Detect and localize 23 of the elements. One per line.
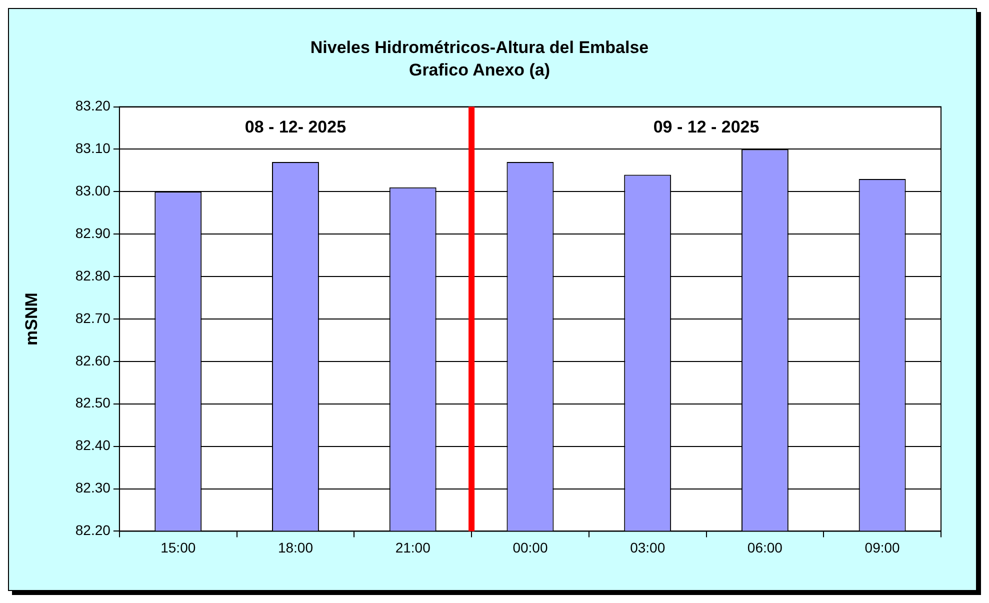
- y-axis-title: mSNM: [22, 292, 41, 346]
- annotation: 09 - 12 - 2025: [653, 118, 760, 137]
- annotation: 08 - 12- 2025: [244, 118, 346, 137]
- x-tick-label: 21:00: [395, 539, 431, 556]
- x-tick-label: 18:00: [278, 539, 314, 556]
- y-tick-label: 82.40: [75, 437, 111, 454]
- y-tick-label: 83.20: [75, 98, 111, 114]
- y-tick-label: 82.50: [75, 394, 111, 411]
- y-tick-label: 83.10: [75, 140, 111, 156]
- x-tick-label: 03:00: [630, 539, 666, 556]
- y-tick-label: 82.60: [75, 352, 111, 368]
- y-tick-label: 82.90: [75, 224, 111, 241]
- y-tick-label: 82.70: [75, 310, 111, 326]
- y-tick-label: 82.20: [75, 522, 111, 538]
- y-tick-label: 82.30: [75, 480, 111, 496]
- y-tick-label: 83.00: [75, 182, 111, 199]
- chart-subtitle: Grafico Anexo (a): [408, 60, 550, 80]
- x-tick-label: 09:00: [864, 539, 900, 556]
- x-tick-label: 00:00: [512, 539, 548, 556]
- x-tick-label: 15:00: [160, 539, 196, 556]
- x-tick-label: 06:00: [747, 539, 783, 556]
- y-tick-label: 82.80: [75, 267, 111, 284]
- chart-title: Niveles Hidrométricos-Altura del Embalse: [310, 38, 649, 57]
